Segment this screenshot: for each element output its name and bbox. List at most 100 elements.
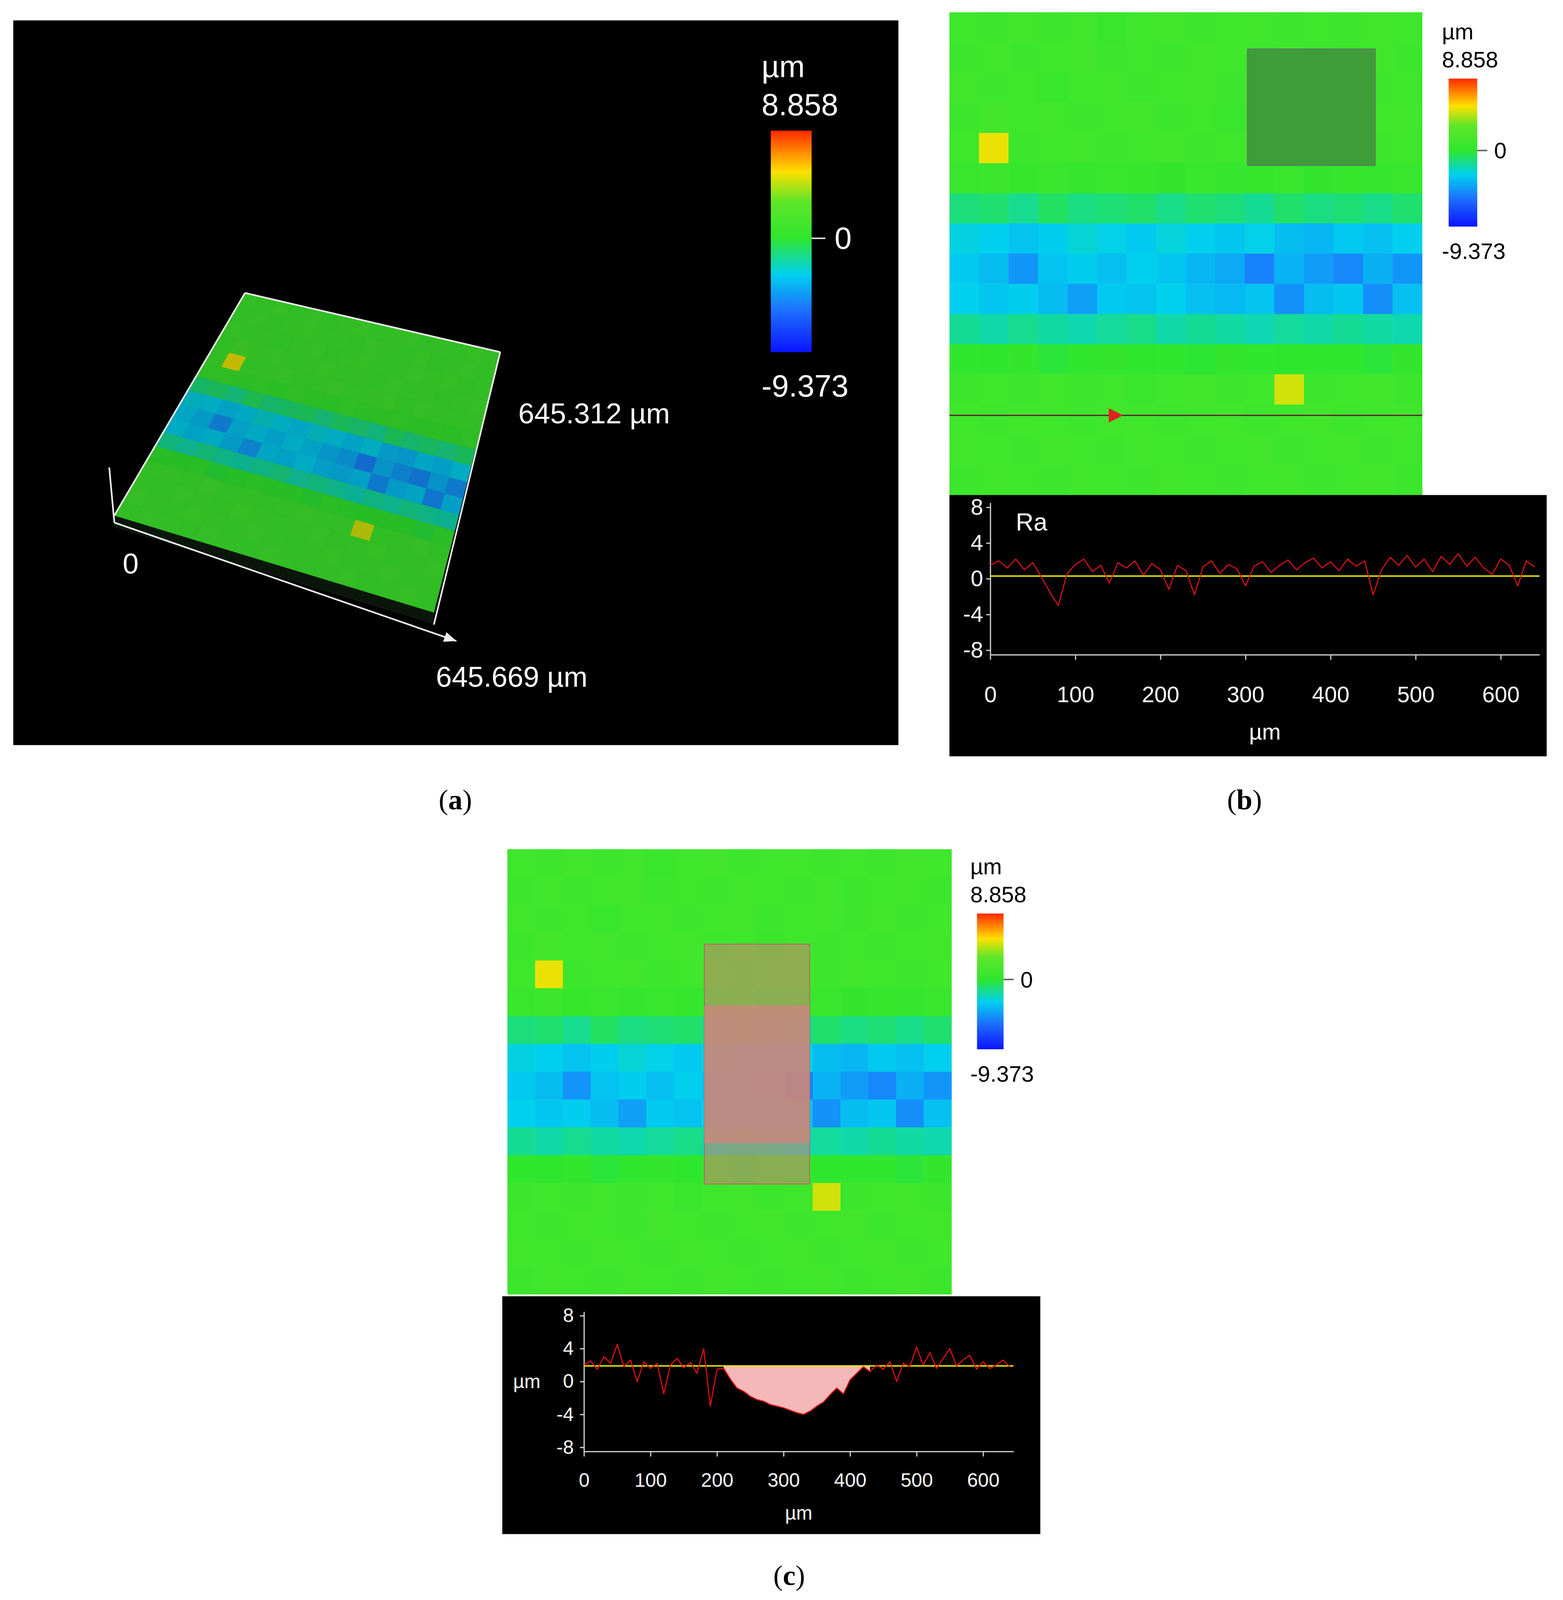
map-cell xyxy=(1392,374,1423,405)
map-cell xyxy=(1392,283,1423,315)
map-cell xyxy=(1215,314,1246,345)
map-cell xyxy=(923,1099,952,1128)
map-cell xyxy=(1038,102,1068,134)
map-cell xyxy=(563,1239,592,1268)
map-cell xyxy=(1215,163,1246,194)
map-cell xyxy=(1185,193,1216,224)
map-cell xyxy=(1274,253,1304,285)
x-tick-mark xyxy=(916,1451,918,1458)
map-cell xyxy=(923,1071,952,1100)
map-cell xyxy=(1333,344,1364,375)
colorbar-tick-label: 0 xyxy=(1493,138,1507,164)
map-cell xyxy=(590,932,619,961)
map-cell xyxy=(673,877,702,906)
map-cell xyxy=(701,849,730,878)
map-cell xyxy=(757,904,786,933)
map-cell xyxy=(784,877,813,906)
map-cell xyxy=(978,404,1009,436)
map-cell xyxy=(895,1155,924,1184)
x-tick-label: 300 xyxy=(1226,682,1265,708)
map-cell xyxy=(1244,434,1275,466)
map-cell xyxy=(563,1099,592,1128)
map-cell xyxy=(1067,72,1098,104)
map-cell xyxy=(868,1183,897,1212)
reference-line xyxy=(990,575,1540,577)
y-tick-label: 4 xyxy=(970,530,984,556)
map-cell xyxy=(1126,283,1157,315)
map-cell xyxy=(895,1016,924,1045)
map-cell xyxy=(646,1099,675,1128)
map-cell xyxy=(1156,12,1186,43)
map-cell xyxy=(1097,464,1127,496)
map-cell xyxy=(535,1183,564,1212)
map-cell xyxy=(1274,404,1304,436)
map-cell xyxy=(1008,12,1039,43)
map-cell xyxy=(563,960,592,989)
map-cell xyxy=(646,1044,675,1073)
map-cell xyxy=(1038,12,1068,43)
x-tick-mark xyxy=(716,1451,718,1458)
map-cell xyxy=(1362,374,1393,405)
map-cell xyxy=(949,314,980,345)
map-cell xyxy=(978,314,1009,345)
map-cell xyxy=(1156,404,1186,436)
x-axis-line xyxy=(584,1451,1014,1453)
map-cell xyxy=(1038,374,1068,405)
x-axis-title: µm xyxy=(1249,719,1281,745)
map-cell xyxy=(1008,163,1039,194)
map-cell xyxy=(618,1044,647,1073)
map-cell xyxy=(563,1044,592,1073)
x-tick-mark xyxy=(1500,654,1502,661)
map-cell xyxy=(1274,344,1304,375)
map-cell xyxy=(949,72,980,104)
map-cell xyxy=(1185,253,1216,285)
y-tick: -4 xyxy=(556,1403,585,1425)
map-cell xyxy=(840,849,869,878)
map-cell xyxy=(1303,223,1334,255)
x-tick: 600 xyxy=(967,1451,1000,1492)
map-cell xyxy=(590,1183,619,1212)
map-cell xyxy=(1333,223,1364,255)
map-cell xyxy=(978,253,1009,285)
map-cell xyxy=(1185,283,1216,315)
map-cell xyxy=(923,877,952,906)
groove-area xyxy=(723,1366,871,1415)
map-cell xyxy=(1156,314,1186,345)
map-cell xyxy=(590,1016,619,1045)
map-cell xyxy=(1274,374,1304,405)
map-cell xyxy=(1362,314,1393,345)
map-cell xyxy=(895,1127,924,1156)
map-cell xyxy=(1333,283,1364,315)
colorbar-title: µm xyxy=(761,49,805,84)
colorbar-gradient xyxy=(977,913,1004,1050)
map-cell xyxy=(1274,283,1304,315)
y-tick: -8 xyxy=(556,1436,585,1459)
map-cell xyxy=(1333,374,1364,405)
map-cell xyxy=(618,1183,647,1212)
map-cell xyxy=(757,1183,786,1212)
map-cell xyxy=(535,1099,564,1128)
map-cell xyxy=(1156,163,1186,194)
map-cell xyxy=(1038,314,1068,345)
map-cell xyxy=(1362,223,1393,255)
map-cell xyxy=(1333,314,1364,345)
map-cell xyxy=(812,932,841,961)
map-cell xyxy=(646,904,675,933)
map-cell xyxy=(868,1211,897,1240)
surface-side xyxy=(114,515,434,624)
surface-frame xyxy=(109,293,501,642)
map-cell xyxy=(978,72,1009,104)
map-cell xyxy=(1126,374,1157,405)
map-cell xyxy=(1126,404,1157,436)
x-tick: 100 xyxy=(1056,654,1095,708)
map-cell xyxy=(1038,193,1068,224)
map-cell xyxy=(978,102,1009,134)
map-cell xyxy=(1392,314,1423,345)
map-cell xyxy=(1156,133,1186,164)
map-cell xyxy=(1303,344,1334,375)
map-cell xyxy=(1126,434,1157,466)
map-cell xyxy=(1097,374,1127,405)
map-cell xyxy=(1185,12,1216,43)
map-cell xyxy=(949,163,980,194)
map-cell xyxy=(507,1016,536,1045)
